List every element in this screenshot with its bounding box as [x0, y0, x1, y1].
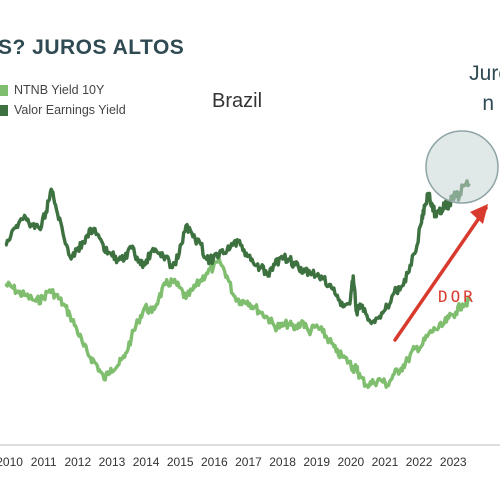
legend-swatch-ntnb [0, 84, 8, 96]
x-tick-label: 2019 [303, 455, 330, 469]
x-tick-label: 2020 [338, 455, 365, 469]
annotation-group: DOR [393, 130, 499, 342]
x-tick-label: 2014 [133, 455, 160, 469]
legend-label-ntnb: NTNB Yield 10Y [14, 83, 105, 97]
page-title: S? JUROS ALTOS [0, 36, 185, 59]
x-tick-label: 2010 [0, 455, 23, 469]
x-tick-label: 2017 [235, 455, 262, 469]
right-subtitle-fragment: n [482, 92, 494, 115]
chart-legend: NTNB Yield 10Y Valor Earnings Yield [0, 80, 126, 120]
x-tick-label: 2021 [372, 455, 399, 469]
x-tick-label: 2022 [406, 455, 433, 469]
chart-title: Brazil [212, 90, 263, 112]
x-tick-label: 2023 [440, 455, 467, 469]
x-tick-label: 2011 [31, 455, 57, 469]
x-tick-label: 2013 [99, 455, 126, 469]
x-axis: 2010 2011 2012 2013 2014 2015 2016 2017 2018 2019… [0, 444, 500, 469]
right-title-fragment: Juro [469, 62, 500, 85]
x-tick-label: 2012 [64, 455, 91, 469]
x-tick-label: 2015 [167, 455, 194, 469]
x-tick-label: 2016 [201, 455, 228, 469]
series-line-ntnb [4, 257, 471, 389]
legend-swatch-valor [0, 104, 8, 116]
legend-item-valor: Valor Earnings Yield [0, 100, 126, 120]
annotation-dor: DOR [438, 287, 476, 306]
legend-item-ntnb: NTNB Yield 10Y [0, 80, 126, 100]
legend-label-valor: Valor Earnings Yield [14, 103, 126, 117]
red-arrow-shaft [393, 206, 488, 342]
series-line-valor [4, 179, 471, 326]
series-group [4, 179, 471, 389]
highlight-circle [425, 130, 499, 204]
x-tick-label: 2018 [269, 455, 296, 469]
red-arrowhead [470, 204, 488, 224]
